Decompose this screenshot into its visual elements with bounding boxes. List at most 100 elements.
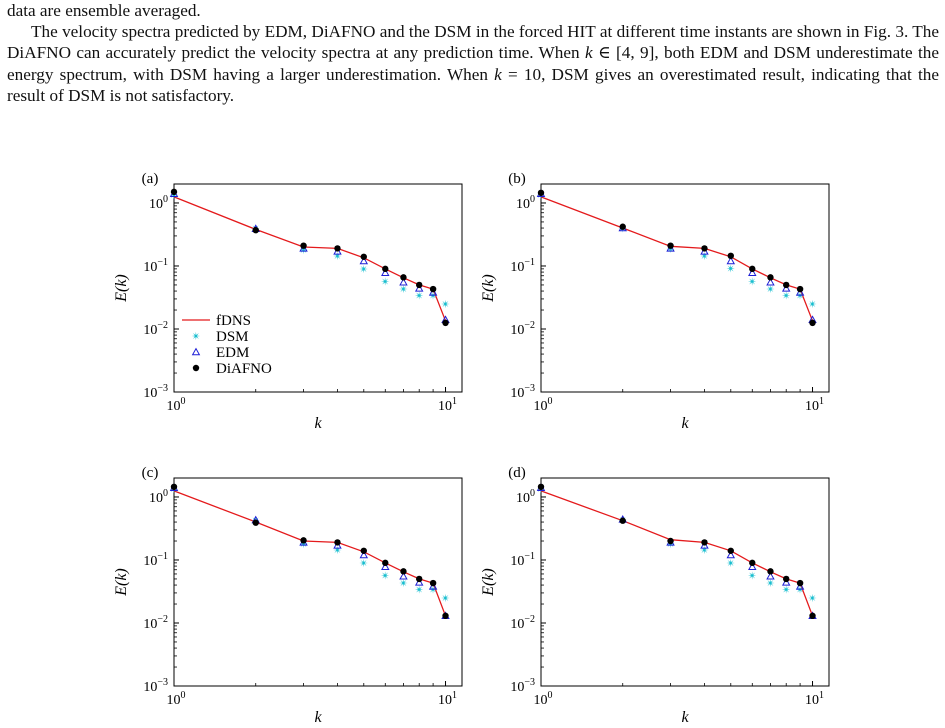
y-tick-label: 10−1 [143, 551, 168, 569]
point-dsm: ✴ [169, 190, 178, 202]
point-dsm: ✴ [700, 545, 709, 557]
y-tick-label: 10−2 [143, 614, 168, 632]
x-axis-label: k [314, 709, 322, 726]
x-tick-label: 101 [438, 690, 457, 708]
axes-frame [540, 183, 830, 393]
point-diafno [382, 559, 389, 567]
point-diafno [667, 537, 674, 545]
point-edm [359, 256, 369, 265]
point-diafno [727, 547, 734, 554]
point-diafno [442, 612, 449, 620]
point-dsm: ✴ [415, 291, 424, 303]
point-edm [726, 550, 736, 559]
point-edm [381, 562, 390, 570]
point-diafno [796, 285, 804, 293]
point-dsm: ✴ [766, 578, 775, 590]
legend-marker-edm [191, 347, 201, 356]
paragraph-line-0: data are ensemble averaged. [7, 0, 939, 21]
point-dsm: ✴ [333, 251, 342, 263]
y-tick-label: 10−3 [510, 383, 535, 401]
point-diafno [701, 245, 708, 252]
point-diafno [619, 223, 626, 230]
point-diafno [701, 539, 708, 546]
point-dsm: ✴ [782, 291, 791, 303]
point-diafno [442, 319, 449, 327]
point-edm [781, 284, 791, 292]
point-diafno [252, 226, 259, 234]
point-dsm: ✴ [795, 585, 804, 597]
text-line-0: data are ensemble averaged. [7, 1, 201, 20]
point-diafno [400, 274, 407, 281]
point-diafno [252, 519, 259, 526]
point-dsm: ✴ [726, 558, 735, 570]
x-axis-label: k [681, 415, 689, 432]
point-dsm: ✴ [700, 251, 709, 263]
point-diafno [667, 242, 674, 249]
point-edm [399, 277, 408, 286]
legend-label: DSM [216, 329, 249, 345]
series-fdns-line [540, 196, 814, 322]
point-dsm: ✴ [381, 276, 390, 288]
point-diafno [334, 539, 341, 546]
point-edm [766, 571, 775, 580]
y-tick-label: 10−1 [510, 257, 535, 275]
y-tick-label: 100 [149, 194, 168, 212]
x-tick-label: 100 [167, 396, 186, 414]
point-diafno [809, 612, 816, 620]
point-diafno [537, 189, 545, 197]
point-edm [748, 268, 757, 276]
point-diafno [429, 579, 437, 587]
point-diafno [749, 265, 756, 273]
math-k-2: k [494, 64, 502, 84]
point-diafno [170, 483, 178, 491]
point-diafno [416, 281, 423, 289]
point-diafno [749, 559, 756, 567]
point-diafno [767, 568, 774, 575]
point-edm [428, 582, 438, 590]
point-diafno [619, 517, 626, 524]
point-diafno [429, 285, 437, 293]
point-edm [726, 256, 736, 265]
paragraph-1: The velocity spectra predicted by EDM, D… [7, 21, 939, 106]
axes-frame [540, 477, 830, 687]
point-diafno [796, 579, 804, 587]
y-tick-label: 100 [149, 488, 168, 506]
point-edm [399, 571, 408, 580]
y-axis-label: E(k) [113, 568, 130, 597]
point-diafno [400, 568, 407, 575]
point-edm [795, 288, 805, 296]
point-dsm: ✴ [399, 284, 408, 296]
point-diafno [382, 265, 389, 273]
point-dsm: ✴ [399, 578, 408, 590]
x-tick-label: 101 [805, 690, 824, 708]
point-diafno [360, 253, 367, 260]
point-dsm: ✴ [795, 291, 804, 303]
y-tick-label: 10−3 [143, 677, 168, 695]
point-dsm: ✴ [428, 585, 437, 597]
panel-label: (c) [142, 465, 159, 481]
point-edm [428, 288, 438, 296]
series-fdns-line [173, 196, 447, 322]
point-diafno [767, 274, 774, 281]
point-dsm: ✴ [748, 570, 757, 582]
point-dsm: ✴ [441, 299, 450, 311]
x-axis-label: k [681, 709, 689, 726]
chart-panel-a: 10−310−210−1100100101(a)kE(k)✴✴✴✴✴✴✴✴✴✴f… [113, 171, 463, 432]
y-axis-label: E(k) [480, 274, 497, 303]
point-dsm: ✴ [359, 264, 368, 276]
point-diafno [300, 537, 307, 544]
point-dsm: ✴ [782, 585, 791, 597]
panel-label: (b) [508, 171, 526, 187]
point-dsm: ✴ [766, 284, 775, 296]
y-tick-label: 10−2 [510, 614, 535, 632]
point-dsm: ✴ [726, 263, 735, 275]
point-dsm: ✴ [381, 570, 390, 582]
point-diafno [727, 252, 734, 260]
point-edm [781, 578, 791, 586]
legend-label: fDNS [216, 313, 251, 329]
axes-frame [173, 477, 463, 687]
x-tick-label: 100 [534, 396, 553, 414]
